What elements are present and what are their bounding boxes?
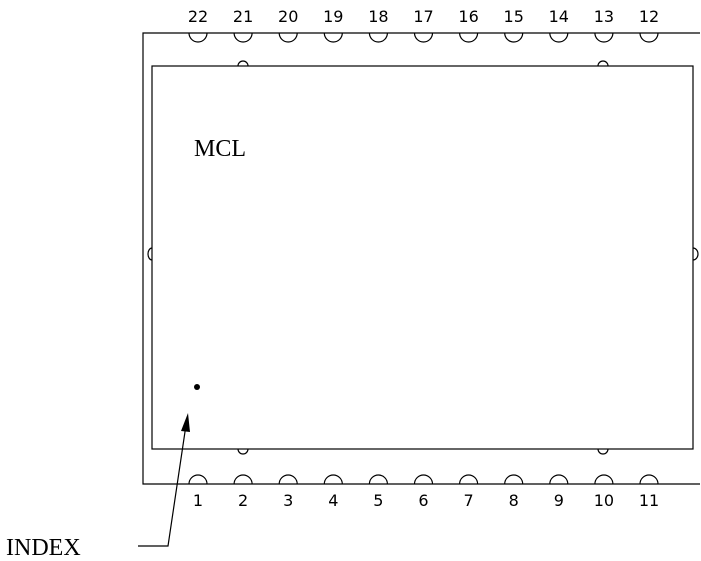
bottom-pin-castellation-8 xyxy=(504,474,524,485)
top-pin-castellation-20 xyxy=(278,32,298,43)
bottom-pin-castellation-10 xyxy=(594,474,614,485)
bottom-pin-label: 11 xyxy=(639,491,659,510)
top-pin-castellation-18 xyxy=(368,32,388,43)
top-pin-castellation-14 xyxy=(549,32,569,43)
bottom-pin-labels: 1 2 3 4 5 6 7 8 9 10 11 xyxy=(193,491,659,510)
top-pin-castellation-21 xyxy=(233,32,253,43)
bottom-castellations xyxy=(188,474,659,485)
top-pin-label: 13 xyxy=(594,7,614,26)
top-pin-castellation-15 xyxy=(504,32,524,43)
bottom-pin-castellation-2 xyxy=(233,474,253,485)
bottom-pin-castellation-1 xyxy=(188,474,208,485)
outer-carrier-outline xyxy=(142,32,700,485)
index-arrowhead xyxy=(181,413,190,432)
top-castellations xyxy=(188,32,659,43)
bottom-pin-castellation-3 xyxy=(278,474,298,485)
top-pin-castellation-19 xyxy=(323,32,343,43)
top-pin-label: 20 xyxy=(278,7,298,26)
bottom-pin-label: 6 xyxy=(418,491,428,510)
bottom-pin-label: 1 xyxy=(193,491,203,510)
top-pin-label: 18 xyxy=(368,7,388,26)
right-edge-notch xyxy=(692,247,699,261)
index-label: INDEX xyxy=(6,535,81,561)
bottom-pin-label: 2 xyxy=(238,491,248,510)
bottom-pin-castellation-11 xyxy=(639,474,659,485)
bottom-pin-label: 9 xyxy=(554,491,564,510)
top-pin-label: 12 xyxy=(639,7,659,26)
bottom-pin-castellation-5 xyxy=(368,474,388,485)
bottom-pin-castellation-9 xyxy=(549,474,569,485)
bottom-pin-label: 4 xyxy=(328,491,338,510)
body-notch-top-left xyxy=(237,60,249,67)
top-pin-label: 15 xyxy=(504,7,524,26)
top-pin-castellation-12 xyxy=(639,32,659,43)
top-pin-label: 17 xyxy=(413,7,433,26)
index-dot xyxy=(194,384,200,390)
body-notch-bottom-left xyxy=(237,448,249,455)
index-leader-line xyxy=(138,424,187,547)
bottom-pin-label: 5 xyxy=(373,491,383,510)
bottom-pin-label: 10 xyxy=(594,491,614,510)
top-pin-labels: 22 21 20 19 18 17 16 15 14 13 12 xyxy=(188,7,659,26)
left-edge-notch xyxy=(147,247,153,261)
top-pin-label: 22 xyxy=(188,7,208,26)
top-pin-label: 19 xyxy=(323,7,343,26)
top-pin-castellation-13 xyxy=(594,32,614,43)
top-pin-label: 21 xyxy=(233,7,253,26)
body-notch-top-right xyxy=(597,60,609,67)
top-pin-castellation-17 xyxy=(413,32,434,43)
bottom-pin-castellation-6 xyxy=(413,474,434,485)
bottom-pin-label: 3 xyxy=(283,491,293,510)
component-marking: MCL xyxy=(194,136,246,162)
top-pin-castellation-22 xyxy=(188,32,208,43)
bottom-pin-label: 8 xyxy=(509,491,519,510)
body-notch-bottom-right xyxy=(597,448,609,455)
bottom-pin-castellation-7 xyxy=(459,474,479,485)
bottom-pin-castellation-4 xyxy=(323,474,343,485)
bottom-pin-label: 7 xyxy=(464,491,474,510)
top-pin-label: 16 xyxy=(458,7,478,26)
module-body xyxy=(151,65,694,450)
top-pin-label: 14 xyxy=(549,7,569,26)
top-pin-castellation-16 xyxy=(459,32,479,43)
